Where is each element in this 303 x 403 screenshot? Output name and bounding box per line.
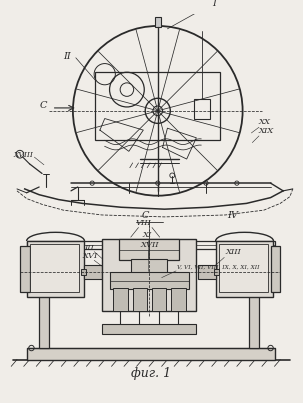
Bar <box>219 244 268 292</box>
Text: II: II <box>63 52 71 61</box>
Text: C: C <box>142 211 149 220</box>
Bar <box>27 241 85 297</box>
Bar <box>214 269 219 275</box>
Bar <box>155 325 164 330</box>
Bar <box>27 348 275 359</box>
Text: IV: IV <box>227 211 238 220</box>
Text: XIII: XIII <box>225 248 241 256</box>
Bar <box>152 288 166 312</box>
Bar <box>271 246 280 292</box>
Text: I: I <box>212 0 216 8</box>
Text: XX: XX <box>259 118 271 126</box>
Bar <box>195 99 210 118</box>
Bar <box>119 239 179 260</box>
Bar <box>216 241 274 297</box>
Bar <box>171 288 186 312</box>
Text: III: III <box>85 243 94 251</box>
Bar <box>31 244 79 292</box>
Bar <box>135 325 144 330</box>
Text: V, VI, VII, VIII, IX, X, XI, XII: V, VI, VII, VIII, IX, X, XI, XII <box>177 265 260 270</box>
Text: XVI: XVI <box>82 252 98 260</box>
Bar <box>133 288 147 312</box>
Text: XIX: XIX <box>259 127 274 135</box>
Bar <box>95 72 221 140</box>
Bar <box>39 247 49 348</box>
Text: VIII: VIII <box>135 218 151 226</box>
Text: XVII: XVII <box>140 241 159 249</box>
Text: XVIII: XVIII <box>13 151 33 159</box>
Bar <box>198 265 216 278</box>
Bar <box>102 324 196 334</box>
Text: C: C <box>40 101 48 110</box>
Text: XI: XI <box>142 231 152 239</box>
Bar <box>131 259 168 273</box>
Bar <box>113 288 128 312</box>
Bar <box>249 247 259 348</box>
Bar <box>27 241 275 249</box>
Bar <box>174 325 183 330</box>
Bar <box>85 265 102 278</box>
Bar <box>102 239 196 312</box>
Bar <box>20 246 29 292</box>
Bar <box>81 269 86 275</box>
Bar <box>110 272 189 289</box>
Bar <box>155 17 161 27</box>
Text: фиг. 1: фиг. 1 <box>131 367 171 380</box>
Bar <box>116 325 125 330</box>
